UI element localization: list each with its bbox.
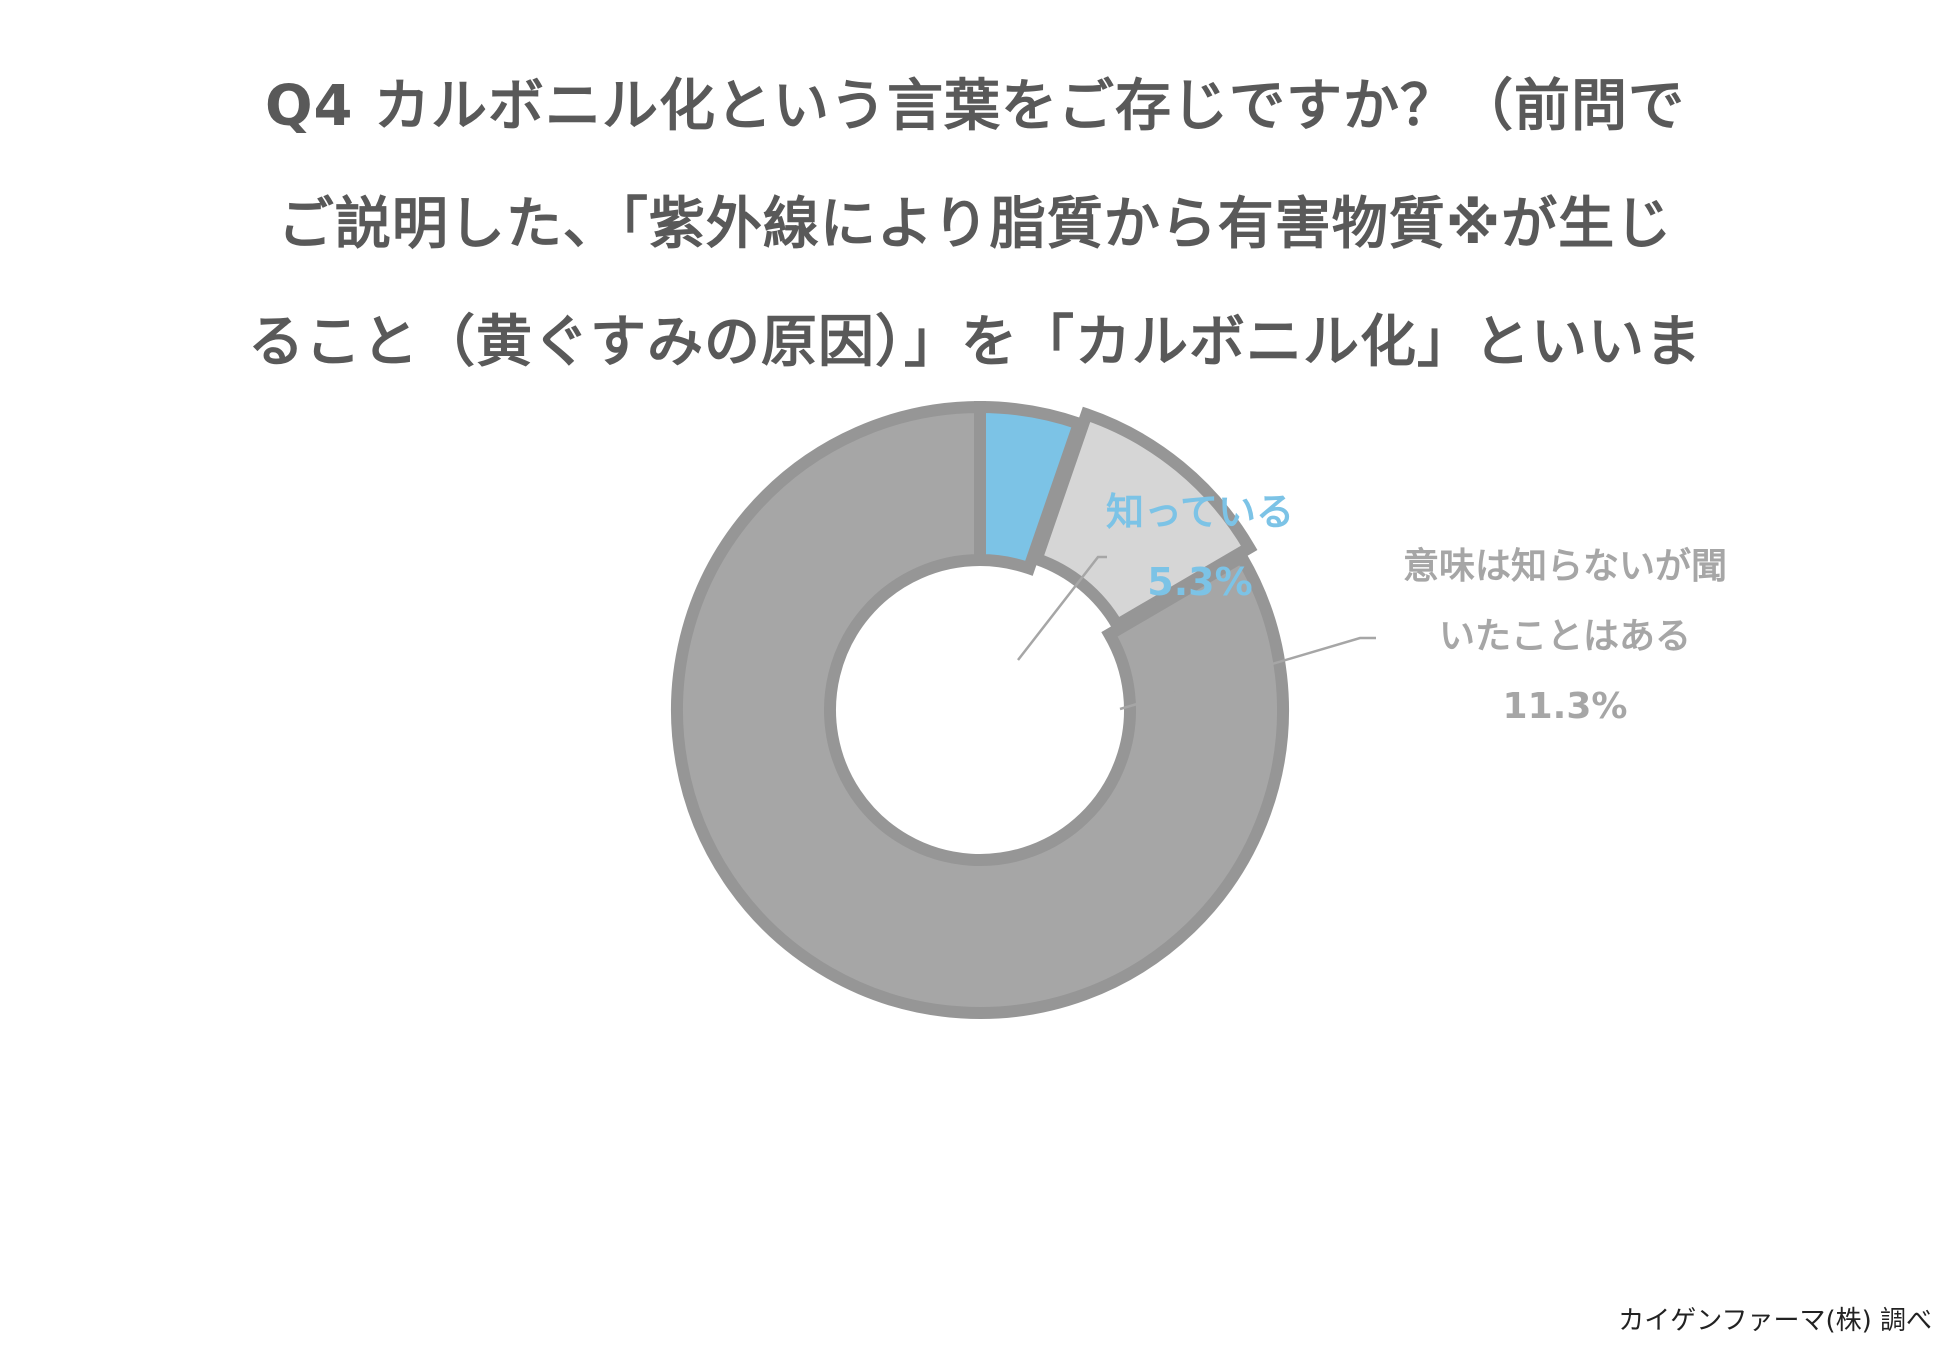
- leader-line-1: [1017, 555, 1107, 661]
- slice-value-3: 83.5%: [799, 1090, 931, 1134]
- leader-line-2: [1119, 636, 1376, 711]
- donut-slice-2: [1028, 406, 1258, 634]
- slice-value-2: 11.3%: [1503, 686, 1628, 727]
- slice-label-2: いたことはある: [1439, 616, 1691, 657]
- title-line-3: ること（黄ぐすみの原因）」を「カルボニル化」といいま: [248, 309, 1702, 375]
- slice-value-1: 5.3%: [1147, 560, 1252, 604]
- slice-label-1: 知っている: [1106, 490, 1294, 534]
- title-line-1: Q4 カルボニル化という言葉をご存じですか？（前問で: [264, 73, 1686, 139]
- slice-label-2: 意味は知らないが聞: [1403, 546, 1727, 587]
- donut-slice-3: [671, 400, 1289, 1019]
- slice-label-3: 初めて聞いた: [751, 1020, 979, 1064]
- title-line-2: ご説明した、「紫外線により脂質から有害物質※が生じ: [277, 191, 1673, 257]
- source-note: カイゲンファーマ(株) 調べ: [1618, 1306, 1932, 1336]
